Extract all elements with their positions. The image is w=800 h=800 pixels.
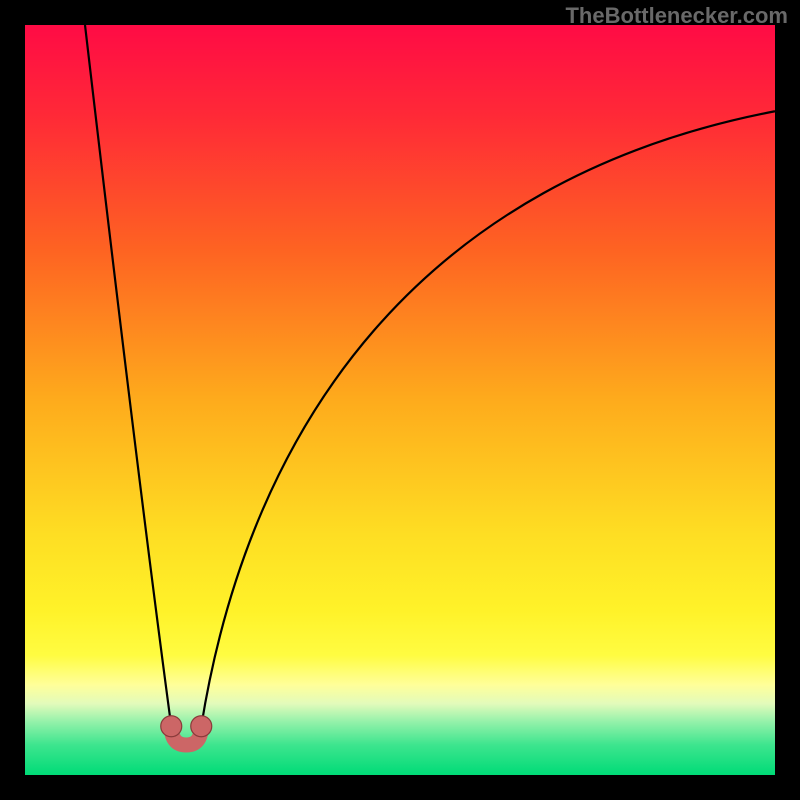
watermark-text: TheBottlenecker.com bbox=[565, 3, 788, 29]
knob-left bbox=[161, 716, 182, 737]
plot-background-gradient bbox=[25, 25, 775, 775]
knob-right bbox=[191, 716, 212, 737]
chart-container: TheBottlenecker.com bbox=[0, 0, 800, 800]
bottleneck-chart-svg bbox=[0, 0, 800, 800]
